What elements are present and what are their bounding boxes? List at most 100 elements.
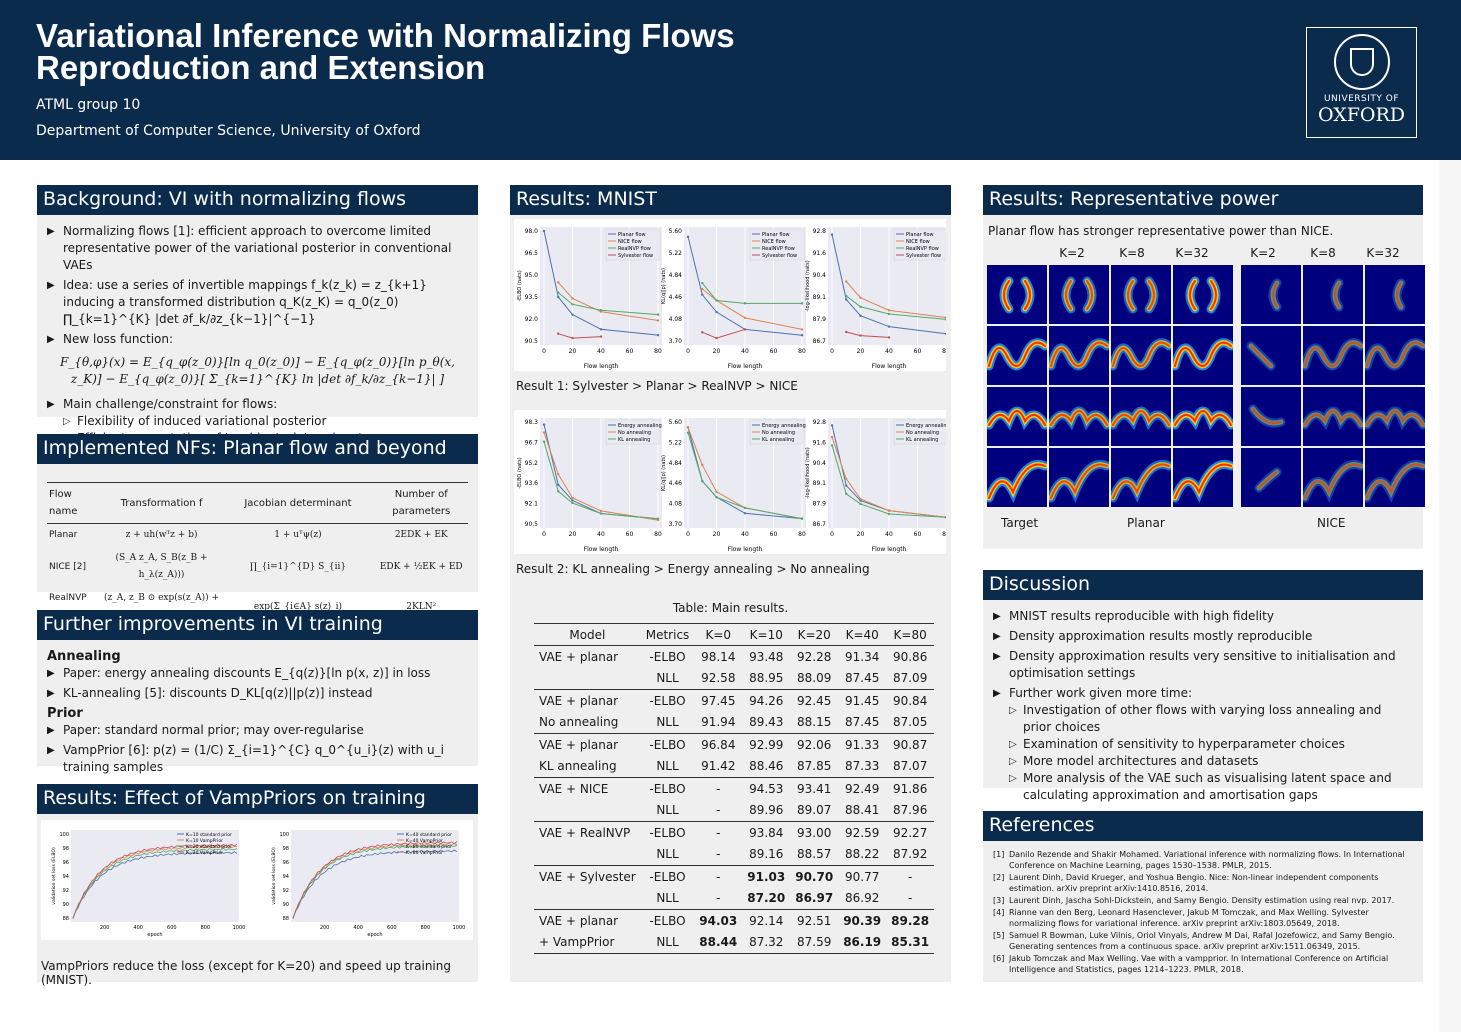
table-cell: 85.31 — [886, 931, 935, 954]
table-row: VAE + planar -ELBO 97.45 94.26 92.45 91.45 90.… — [534, 689, 935, 712]
training-curve — [292, 849, 458, 919]
density-plot — [1365, 460, 1425, 503]
x-tick-label: 40 — [885, 348, 893, 355]
density-stroke — [1112, 463, 1170, 499]
crest-icon — [1333, 34, 1390, 90]
column-header: K=10 — [742, 623, 791, 646]
legend-label: Sylvester flow — [618, 253, 653, 259]
table-cell: EDK + ½EK + ED — [379, 561, 463, 572]
legend-label: K=80 standard prior — [406, 844, 452, 850]
section-heading: Discussion — [983, 570, 1423, 600]
y-axis-label: validation set loss (ELBO) — [51, 847, 57, 905]
y-tick-label: 98 — [283, 846, 289, 852]
x-axis-label: epoch — [147, 932, 162, 938]
reference-item: [5] Samuel R Bowman, Luke Vilnis, Oriol V… — [993, 930, 1413, 952]
legend-label: RealNVP flow — [762, 246, 795, 252]
y-tick-label: 98 — [63, 846, 69, 852]
data-point — [542, 431, 546, 434]
section-heading: Results: Effect of VampPriors on trainin… — [37, 784, 478, 814]
y-tick-label: 90.5 — [525, 338, 539, 345]
data-point — [599, 509, 603, 513]
annealing-comparison-chart: 0 20 40 60 80 90.5 92.1 93.6 95.2 96.7 98.3 Flow le… — [517, 418, 950, 553]
legend-label: Planar flow — [762, 232, 790, 238]
x-tick-label: 600 — [167, 925, 177, 931]
annealing-heading: Annealing — [47, 649, 121, 664]
data-point — [830, 233, 834, 236]
table-cell: 86.92 — [845, 891, 880, 906]
model-cell: No annealing — [539, 715, 619, 730]
side-strip — [1439, 160, 1461, 1032]
target-label: Target — [1001, 516, 1039, 530]
x-tick-label: 40 — [885, 531, 893, 538]
density-cell — [1111, 326, 1171, 385]
density-plot — [1123, 276, 1159, 314]
data-point — [701, 287, 704, 291]
data-point — [830, 424, 834, 427]
y-tick-label: 5.22 — [669, 439, 683, 446]
y-tick-label: 92 — [283, 888, 289, 894]
table-cell: -ELBO — [640, 689, 695, 712]
column-header: K=80 — [886, 623, 935, 646]
data-point — [887, 336, 891, 339]
y-tick-label: 5.60 — [669, 228, 683, 235]
table-row: VAE + planar -ELBO 96.84 92.99 92.06 91.33 90.… — [534, 733, 935, 756]
x-tick-label: 80 — [798, 348, 806, 355]
table-cell: NLL — [640, 931, 695, 954]
table-cell: 92.28 — [790, 645, 839, 668]
reference-text: Samuel R Bowman, Luke Vilnis, Oriol Viny… — [1009, 931, 1395, 951]
data-point — [830, 435, 834, 439]
density-stroke — [1272, 282, 1278, 308]
density-cell — [1173, 387, 1233, 446]
table-cell: 91.94 — [701, 715, 736, 730]
density-plot — [1268, 278, 1282, 312]
data-point — [743, 512, 747, 515]
mnist-section: Results: MNIST 0 20 40 60 80 90.5 92.0 93.5 95.0… — [510, 185, 951, 982]
result2-caption: Result 2: KL annealing > Energy annealin… — [516, 562, 870, 576]
y-tick-label: 91.6 — [813, 250, 827, 257]
data-point — [800, 517, 804, 520]
data-point — [701, 479, 704, 483]
vampprior-caption: VampPriors reduce the loss (except for K… — [41, 959, 451, 987]
x-axis-label: epoch — [367, 932, 382, 938]
density-plot — [1392, 278, 1406, 312]
y-tick-label: 96 — [283, 860, 289, 866]
table-cell: 92.59 — [838, 821, 887, 844]
column-header: Transformation f — [101, 482, 222, 524]
density-stroke — [1366, 341, 1424, 367]
density-stroke — [1304, 341, 1362, 367]
density-stroke — [1303, 408, 1363, 428]
loss-formula: F_{θ,φ}(x) = E_{q_φ(z_0)}[ln q_0(z_0)] −… — [59, 355, 455, 386]
density-plot — [1173, 460, 1233, 503]
y-axis-label: -log-likelihood (nats) — [805, 447, 811, 498]
table-cell: 91.33 — [838, 733, 887, 756]
flow-comparison-chart: 0 20 40 60 80 90.5 92.0 93.5 95.0 96.5 98.0 Flow le… — [517, 227, 950, 370]
reference-text: Danilo Rezende and Shakir Mohamed. Varia… — [1009, 850, 1405, 870]
y-tick-label: 5.22 — [669, 250, 683, 257]
data-point — [701, 281, 704, 285]
data-point — [743, 316, 747, 320]
data-point — [859, 314, 862, 317]
data-point — [686, 235, 690, 238]
table-cell: -ELBO — [640, 909, 695, 932]
table-cell: - — [886, 865, 935, 888]
legend-label: NICE flow — [906, 239, 930, 245]
table-cell: 92.06 — [790, 733, 839, 756]
density-stroke — [1365, 408, 1425, 428]
series-line — [557, 282, 659, 321]
model-cell: VAE + NICE — [534, 777, 641, 800]
density-stroke — [988, 341, 1046, 367]
data-point — [715, 490, 718, 493]
table-row: Planar z + uh(wᵀz + b) 1 + uᵀψ(z) 2EDK + EK — [47, 524, 468, 548]
sub-bullet: More analysis of the VAE such as visuali… — [1009, 770, 1413, 804]
legend-label: Planar flow — [906, 232, 934, 238]
density-plot — [1049, 406, 1109, 431]
y-tick-label: 96.7 — [525, 439, 539, 446]
column-header: K=40 — [838, 623, 887, 646]
section-heading: Results: Representative power — [983, 185, 1423, 215]
table-cell: 97.45 — [694, 689, 743, 712]
table-cell: NLL — [656, 715, 679, 730]
table-row: NICE [2] (S_A z_A, S_B(z_B + h_λ(z_A))) ∏_… — [47, 547, 468, 587]
table-row: KL annealing NLL 91.42 88.46 87.85 87.33 87.07 — [534, 756, 934, 778]
density-plot — [1303, 406, 1363, 431]
x-tick-label: 20 — [713, 531, 721, 538]
